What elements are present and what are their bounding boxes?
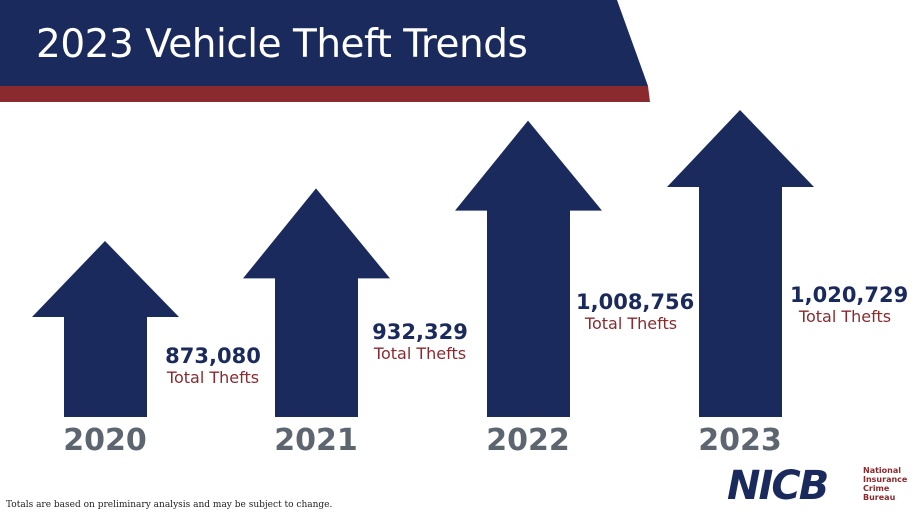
nicb-logo: NICB [727, 463, 829, 509]
arrow-bar-2022 [455, 120, 602, 417]
value-number: 932,329 [372, 320, 468, 344]
value-label-2021: 932,329 Total Thefts [368, 322, 472, 362]
value-label-2020: 873,080 Total Thefts [163, 346, 263, 386]
year-label-2022: 2022 [486, 423, 570, 458]
title-banner [0, 0, 650, 102]
banner-red-stripe [0, 86, 650, 102]
value-unit: Total Thefts [373, 344, 467, 363]
arrow-bar-2021 [243, 188, 390, 417]
arrow-bar-2020 [32, 241, 179, 417]
nicb-logo-subtitle: National Insurance Crime Bureau [863, 466, 907, 502]
banner-navy [0, 0, 648, 86]
value-unit: Total Thefts [166, 368, 260, 387]
value-unit: Total Thefts [584, 314, 678, 333]
year-label-2023: 2023 [698, 423, 782, 458]
logo-line: National [863, 466, 901, 475]
value-number: 873,080 [165, 344, 261, 368]
page-title: 2023 Vehicle Theft Trends [36, 22, 528, 67]
value-number: 1,008,756 [576, 290, 695, 314]
value-label-2022: 1,008,756 Total Thefts [576, 290, 695, 333]
logo-line: Insurance [863, 475, 908, 484]
footnote: Totals are based on preliminary analysis… [6, 500, 333, 510]
logo-line: Bureau [863, 493, 896, 502]
logo-line: Crime [863, 484, 890, 493]
value-label-2023: 1,020,729 Total Thefts [790, 283, 909, 326]
year-label-2021: 2021 [274, 423, 358, 458]
value-unit: Total Thefts [798, 307, 892, 326]
arrow-bar-2023 [667, 110, 814, 417]
year-label-2020: 2020 [63, 423, 147, 458]
value-number: 1,020,729 [790, 283, 909, 307]
